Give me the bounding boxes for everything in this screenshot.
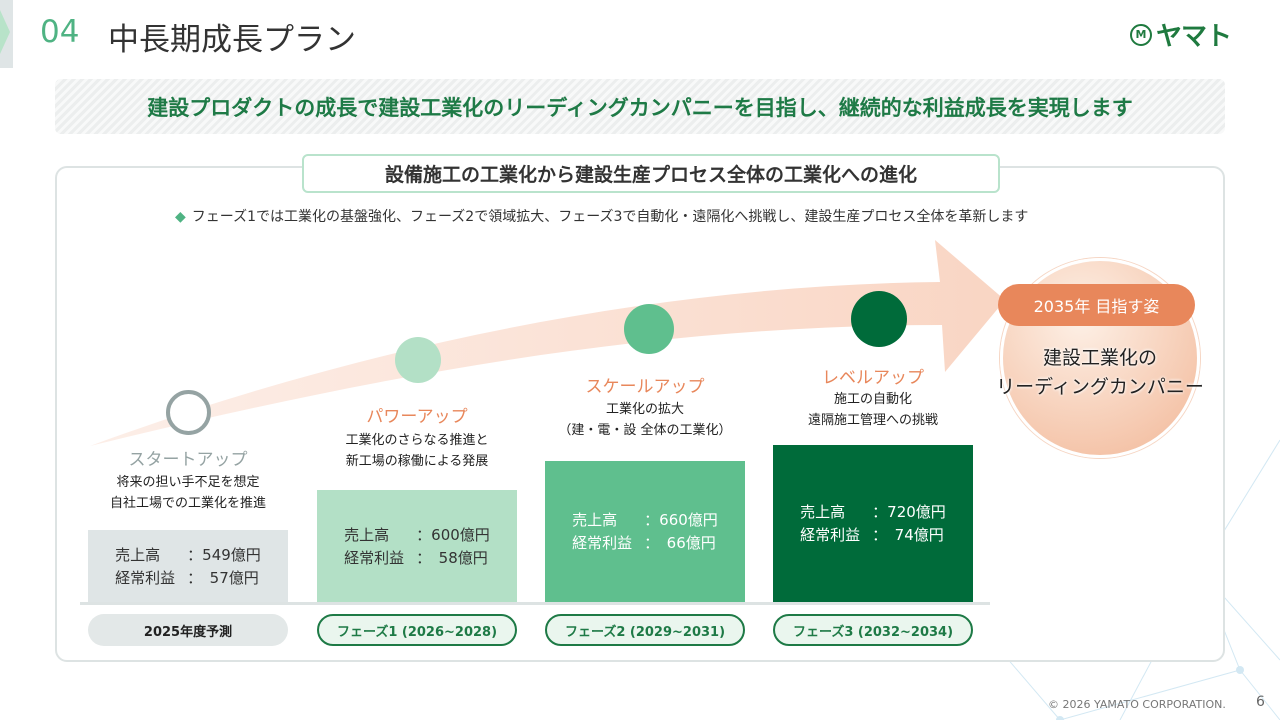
stage-desc: 工業化の拡大 （建・電・設 全体の工業化） bbox=[558, 402, 732, 438]
stage-desc: 工業化のさらなる推進と 新工場の稼働による発展 bbox=[345, 433, 489, 469]
company-logo: M ヤマト bbox=[1130, 16, 1232, 53]
period-label-phase2: フェーズ2 (2029~2031) bbox=[545, 614, 745, 646]
headline-banner: 建設プロダクトの成長で建設工業化のリーディングカンパニーを目指し、継続的な利益成… bbox=[55, 79, 1225, 134]
copyright: © 2026 YAMATO CORPORATION. bbox=[1048, 698, 1226, 711]
phase3-milestone-icon bbox=[851, 291, 907, 347]
roadmap-subtitle: 設備施工の工業化から建設生産プロセス全体の工業化への進化 bbox=[302, 154, 1000, 193]
logo-mark-icon: M bbox=[1130, 23, 1152, 46]
phase3-figures: 売上高 ：720億円 経常利益： 74億円 bbox=[773, 445, 973, 603]
bullet-text: フェーズ1では工業化の基盤強化、フェーズ2で領域拡大、フェーズ3で自動化・遠隔化… bbox=[191, 209, 1029, 225]
stage-name: スタートアップ bbox=[128, 450, 248, 470]
period-label-2025: 2025年度予測 bbox=[88, 614, 288, 646]
startup-figures: 売上高 ：549億円 経常利益： 57億円 bbox=[88, 530, 288, 603]
section-number: 04 bbox=[40, 14, 80, 50]
goal-text: 建設工業化の リーディングカンパニー bbox=[996, 347, 1204, 398]
period-label-phase1: フェーズ1 (2026~2028) bbox=[317, 614, 517, 646]
period-label-phase3: フェーズ3 (2032~2034) bbox=[773, 614, 973, 646]
stage-name: パワーアップ bbox=[366, 407, 468, 427]
page-number: 6 bbox=[1256, 694, 1265, 710]
logo-text: ヤマト bbox=[1156, 22, 1232, 52]
stage-name: スケールアップ bbox=[585, 377, 705, 397]
phase1-figures: 売上高 ：600億円 経常利益： 58億円 bbox=[317, 490, 517, 603]
stage-desc: 将来の担い手不足を想定 自社工場での工業化を推進 bbox=[109, 475, 266, 511]
stage-desc: 施工の自動化 遠隔施工管理への挑戦 bbox=[807, 392, 938, 428]
baseline-divider bbox=[80, 602, 990, 605]
phase2-figures: 売上高 ：660億円 経常利益： 66億円 bbox=[545, 461, 745, 603]
goal-badge: 2035年 目指す姿 bbox=[998, 284, 1195, 326]
slide-edge-decoration bbox=[0, 0, 13, 68]
diamond-icon: ◆ bbox=[175, 209, 186, 225]
page-title: 中長期成長プラン bbox=[108, 22, 356, 58]
phase1-milestone-icon bbox=[395, 337, 441, 383]
stage-name: レベルアップ bbox=[822, 368, 924, 388]
roadmap-bullet: ◆ フェーズ1では工業化の基盤強化、フェーズ2で領域拡大、フェーズ3で自動化・遠隔… bbox=[175, 206, 1028, 226]
phase2-milestone-icon bbox=[624, 304, 674, 354]
startup-milestone-icon bbox=[166, 390, 211, 435]
